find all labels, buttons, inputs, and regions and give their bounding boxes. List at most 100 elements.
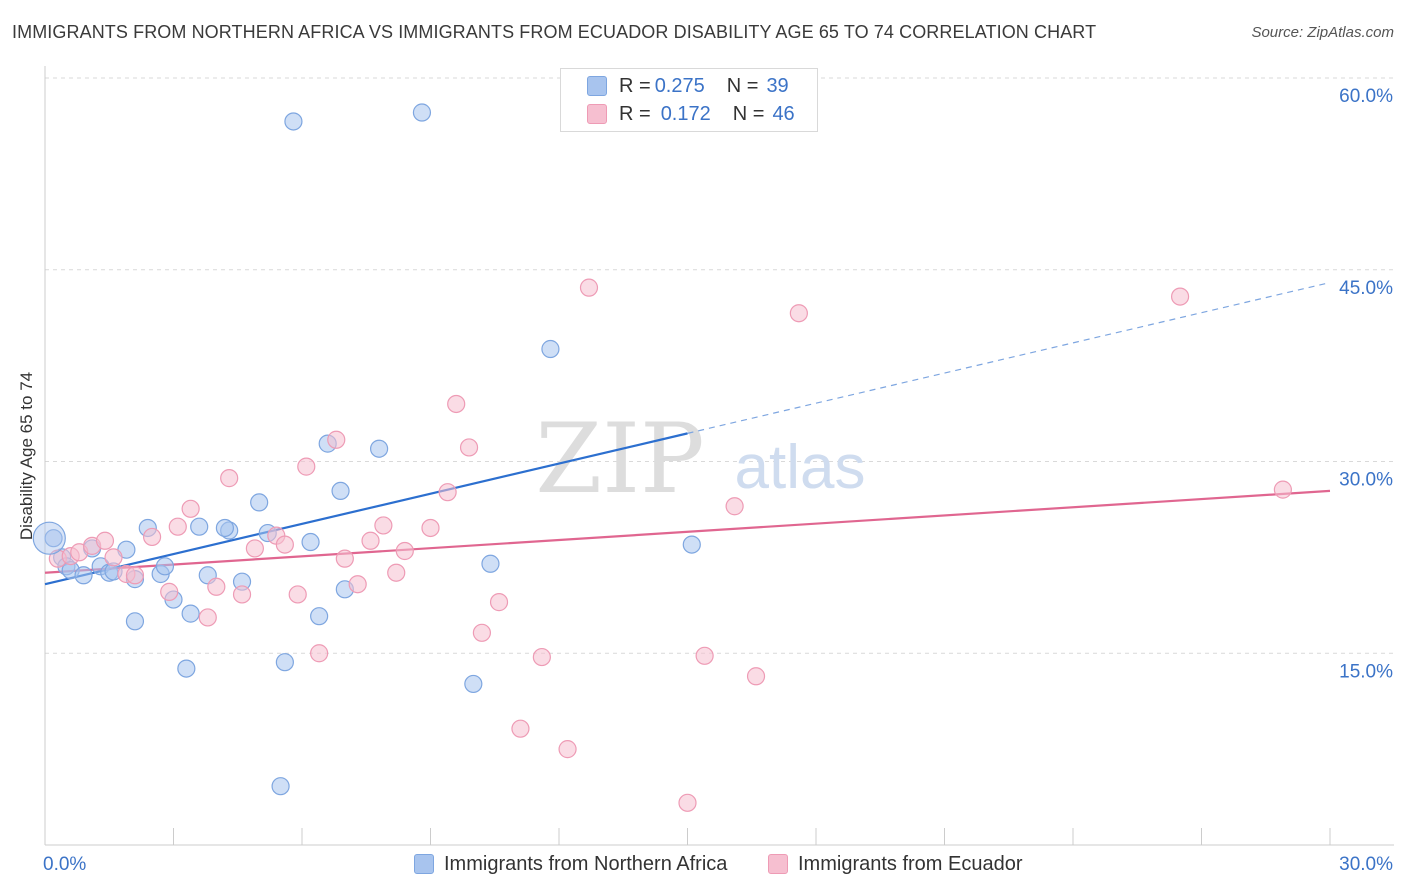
stats-legend: R = 0.275 N = 39 R = 0.172 N = 46 [560, 68, 818, 132]
point-northern-africa [275, 653, 294, 672]
point-ecuador [789, 304, 808, 323]
series-swatch-pink [768, 854, 788, 874]
point-ecuador [1273, 480, 1292, 499]
point-ecuador [678, 793, 697, 812]
point-northern-africa [74, 566, 93, 585]
point-northern-africa [271, 777, 290, 796]
point-ecuador [288, 585, 307, 604]
legend-row-ecuador: R = 0.172 N = 46 [587, 101, 795, 127]
point-northern-africa [541, 339, 560, 359]
point-ecuador [297, 457, 316, 476]
trend-line-northern-africa [44, 432, 688, 586]
point-ecuador [472, 623, 491, 642]
series-legend-northern-africa: Immigrants from Northern Africa [414, 850, 727, 878]
point-northern-africa [412, 103, 432, 122]
point-ecuador [1170, 287, 1190, 306]
legend-swatch-pink [587, 104, 607, 124]
point-ecuador [532, 647, 551, 667]
point-ecuador [125, 566, 145, 585]
watermark-zip: ZIP [535, 403, 704, 515]
point-ecuador [104, 548, 123, 567]
watermark-atlas: atlas [735, 433, 866, 502]
point-northern-africa-cluster [32, 521, 66, 555]
point-northern-africa [250, 493, 269, 512]
gridlines [45, 77, 1394, 654]
point-ecuador [232, 585, 252, 604]
y-tick-label: 15.0% [1339, 661, 1393, 682]
point-northern-africa [181, 604, 200, 623]
legend-n-value: 46 [772, 102, 795, 125]
y-tick-label: 30.0% [1339, 470, 1393, 491]
point-ecuador [387, 563, 406, 582]
legend-n-key: N = [726, 74, 759, 97]
point-ecuador [459, 438, 479, 457]
point-ecuador [220, 469, 239, 488]
point-northern-africa [481, 554, 500, 573]
point-ecuador [361, 531, 380, 550]
point-ecuador [95, 531, 115, 550]
point-ecuador [160, 582, 179, 601]
x-tick-label: 30.0% [1339, 854, 1393, 875]
series-legend-ecuador: Immigrants from Ecuador [768, 850, 1023, 878]
point-ecuador [438, 483, 457, 502]
chart-source: Source: ZipAtlas.com [1251, 24, 1394, 41]
point-northern-africa [464, 674, 483, 694]
y-tick-label: 60.0% [1339, 86, 1393, 107]
point-northern-africa [177, 659, 196, 678]
legend-n-key: N = [732, 102, 765, 125]
series-label: Immigrants from Ecuador [798, 852, 1023, 875]
point-ecuador [558, 740, 577, 759]
legend-r-value: 0.275 [654, 74, 705, 97]
point-ecuador [489, 593, 509, 612]
series-swatch-blue [414, 854, 434, 874]
data-points [32, 103, 1292, 812]
point-northern-africa [155, 557, 175, 576]
point-ecuador [335, 549, 354, 568]
point-ecuador [348, 575, 367, 594]
point-ecuador [447, 394, 466, 414]
x-tick-label: 0.0% [43, 854, 86, 875]
point-ecuador [579, 278, 599, 297]
trend-line-ecuador [44, 489, 1331, 574]
point-northern-africa [284, 112, 303, 131]
point-ecuador [725, 497, 744, 516]
point-northern-africa [331, 481, 350, 501]
point-northern-africa [370, 439, 389, 458]
point-ecuador [198, 608, 217, 627]
point-ecuador [695, 646, 714, 665]
point-northern-africa [301, 532, 320, 552]
legend-r-key: R = [619, 74, 651, 97]
point-ecuador [142, 527, 162, 547]
tick-labels: 15.0% 30.0% 45.0% 60.0% 0.0% 30.0% [43, 86, 1393, 875]
axes [44, 66, 1394, 846]
point-northern-africa [125, 612, 145, 631]
y-axis-label: Disability Age 65 to 74 [17, 372, 36, 540]
point-ecuador [168, 517, 187, 536]
point-northern-africa [310, 607, 329, 626]
point-ecuador [181, 499, 200, 518]
point-ecuador [511, 719, 530, 738]
point-ecuador [310, 644, 329, 663]
legend-row-northern-africa: R = 0.275 N = 39 [587, 73, 789, 99]
point-ecuador [327, 430, 346, 449]
point-northern-africa [190, 517, 209, 536]
point-ecuador [275, 535, 294, 554]
y-tick-label: 45.0% [1339, 278, 1393, 299]
point-ecuador [421, 518, 440, 538]
point-ecuador [374, 516, 393, 535]
trend-lines [44, 281, 1331, 586]
legend-swatch-blue [587, 76, 607, 96]
chart-title: IMMIGRANTS FROM NORTHERN AFRICA VS IMMIG… [12, 22, 1097, 42]
point-ecuador [245, 539, 264, 558]
point-ecuador [395, 541, 414, 561]
trend-line-northern-africa-extension [687, 281, 1331, 434]
point-ecuador [207, 577, 226, 596]
legend-r-value: 0.172 [660, 102, 711, 125]
point-ecuador [746, 667, 766, 686]
point-northern-africa [44, 529, 63, 548]
point-northern-africa [682, 535, 701, 554]
legend-r-key: R = [619, 102, 651, 125]
legend-n-value: 39 [766, 74, 789, 97]
series-label: Immigrants from Northern Africa [444, 852, 728, 875]
